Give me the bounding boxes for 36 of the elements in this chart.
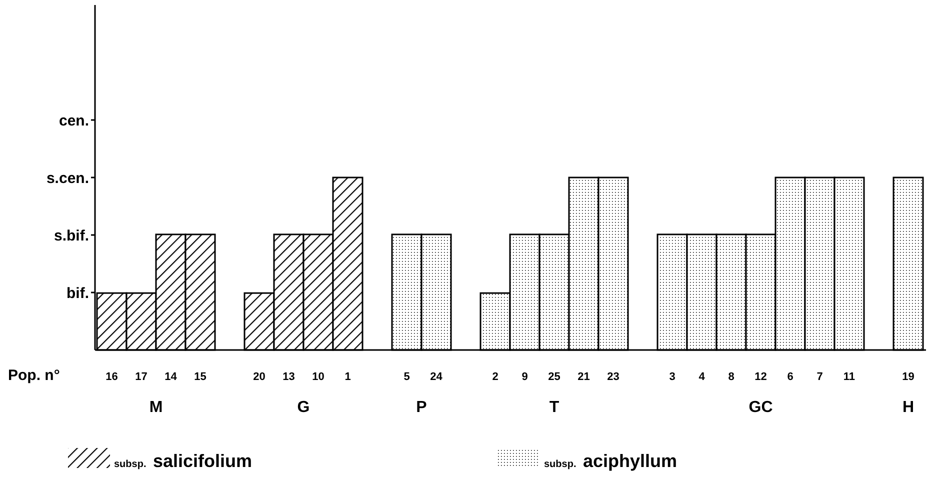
text: s.bif.: [54, 227, 89, 244]
legend-label: subsp. salicifolium: [114, 451, 252, 471]
legend-label: subsp. aciphyllum: [544, 451, 678, 471]
text: G: [297, 399, 310, 416]
x-tick-label: 1: [344, 371, 351, 383]
text: H: [902, 399, 914, 416]
x-tick-label: 8: [728, 371, 734, 383]
x-tick-label: 17: [135, 371, 148, 383]
x-tick-label: 10: [312, 371, 324, 383]
x-tick-label: 23: [607, 371, 620, 383]
text: T: [549, 399, 560, 416]
x-tick-label: 5: [404, 371, 410, 383]
x-axis-title: Pop. n°: [8, 367, 60, 384]
x-tick-label: 6: [787, 371, 794, 383]
text: M: [149, 399, 163, 416]
x-tick-label: 2: [492, 371, 498, 383]
x-tick-label: 9: [522, 371, 528, 383]
x-tick-label: 16: [106, 371, 118, 383]
text: bif.: [66, 284, 89, 302]
x-tick-label: 7: [816, 371, 823, 383]
x-tick-label: 3: [669, 371, 676, 383]
x-tick-label: 24: [430, 371, 444, 383]
x-tick-label: 11: [843, 371, 856, 383]
x-tick-label: 13: [282, 371, 295, 383]
x-tick-label: 19: [902, 371, 914, 383]
text: P: [416, 399, 428, 416]
text: cen.: [58, 112, 89, 130]
x-tick-label: 21: [578, 371, 590, 383]
text: GC: [748, 399, 774, 416]
x-tick-label: 15: [194, 371, 206, 383]
x-tick-label: 4: [698, 371, 706, 383]
x-tick-label: 20: [253, 371, 266, 383]
text: s.cen.: [46, 170, 89, 187]
x-tick-label: 14: [164, 371, 178, 383]
x-tick-label: 12: [754, 371, 767, 383]
x-tick-label: 25: [548, 371, 560, 383]
